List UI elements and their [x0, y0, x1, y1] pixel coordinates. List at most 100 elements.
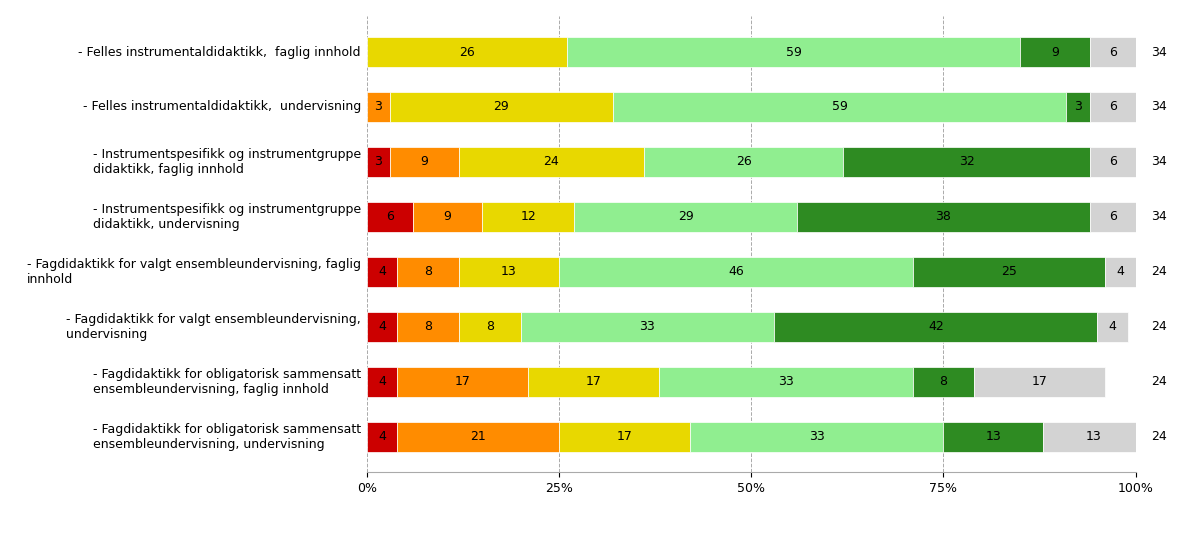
Bar: [644, 147, 843, 177]
Bar: [1067, 92, 1090, 122]
Text: 8: 8: [425, 266, 432, 279]
Text: 4: 4: [1117, 266, 1124, 279]
Text: 4: 4: [379, 266, 386, 279]
Text: 34: 34: [1151, 46, 1166, 59]
Text: 9: 9: [444, 210, 452, 223]
Text: 6: 6: [1108, 46, 1117, 59]
Text: 59: 59: [832, 100, 847, 113]
Text: 33: 33: [809, 430, 825, 443]
Text: 38: 38: [936, 210, 951, 223]
Bar: [367, 37, 567, 67]
Text: 3: 3: [374, 155, 382, 168]
Bar: [1090, 92, 1136, 122]
Text: 6: 6: [386, 210, 394, 223]
Bar: [690, 421, 944, 452]
Bar: [367, 257, 397, 287]
Bar: [521, 312, 774, 342]
Text: 24: 24: [1151, 430, 1166, 443]
Bar: [397, 312, 459, 342]
Bar: [613, 92, 1067, 122]
Text: 46: 46: [728, 266, 744, 279]
Bar: [367, 202, 413, 232]
Text: 34: 34: [1151, 210, 1166, 223]
Text: 3: 3: [374, 100, 382, 113]
Text: 24: 24: [1151, 375, 1166, 388]
Text: 33: 33: [640, 320, 655, 333]
Text: 8: 8: [425, 320, 432, 333]
Bar: [1105, 257, 1136, 287]
Bar: [397, 367, 528, 397]
Text: - Fagdidaktikk for obligatorisk sammensatt
ensembleundervisning, faglig innhold: - Fagdidaktikk for obligatorisk sammensa…: [92, 368, 361, 396]
Text: 12: 12: [521, 210, 536, 223]
Bar: [558, 421, 690, 452]
Text: 34: 34: [1151, 155, 1166, 168]
Text: 21: 21: [471, 430, 486, 443]
Text: 24: 24: [1151, 320, 1166, 333]
Text: - Fagdidaktikk for valgt ensembleundervisning, faglig
innhold: - Fagdidaktikk for valgt ensembleundervi…: [27, 258, 361, 286]
Text: - Fagdidaktikk for obligatorisk sammensatt
ensembleundervisning, undervisning: - Fagdidaktikk for obligatorisk sammensa…: [92, 422, 361, 451]
Bar: [389, 92, 613, 122]
Bar: [1043, 421, 1143, 452]
Text: 3: 3: [1074, 100, 1082, 113]
Text: - Felles instrumentaldidaktikk,  undervisning: - Felles instrumentaldidaktikk, undervis…: [83, 100, 361, 113]
Bar: [558, 257, 913, 287]
Text: 26: 26: [736, 155, 751, 168]
Text: 24: 24: [1151, 266, 1166, 279]
Text: 13: 13: [502, 266, 517, 279]
Bar: [459, 147, 644, 177]
Bar: [528, 367, 659, 397]
Bar: [774, 312, 1098, 342]
Text: 4: 4: [379, 320, 386, 333]
Text: 4: 4: [1108, 320, 1117, 333]
Text: - Fagdidaktikk for valgt ensembleundervisning,
undervisning: - Fagdidaktikk for valgt ensembleundervi…: [66, 313, 361, 341]
Bar: [975, 367, 1105, 397]
Bar: [913, 257, 1105, 287]
Text: 6: 6: [1108, 155, 1117, 168]
Text: - Instrumentspesifikk og instrumentgruppe
didaktikk, undervisning: - Instrumentspesifikk og instrumentgrupp…: [92, 203, 361, 231]
Text: 29: 29: [678, 210, 693, 223]
Bar: [797, 202, 1090, 232]
Text: 17: 17: [616, 430, 632, 443]
Bar: [843, 147, 1090, 177]
Bar: [1090, 37, 1136, 67]
Text: - Instrumentspesifikk og instrumentgruppe
didaktikk, faglig innhold: - Instrumentspesifikk og instrumentgrupp…: [92, 148, 361, 176]
Text: 17: 17: [586, 375, 601, 388]
Bar: [575, 202, 797, 232]
Bar: [367, 147, 389, 177]
Bar: [397, 421, 558, 452]
Bar: [459, 312, 521, 342]
Bar: [1020, 37, 1090, 67]
Text: 17: 17: [1032, 375, 1047, 388]
Text: - Felles instrumentaldidaktikk,  faglig innhold: - Felles instrumentaldidaktikk, faglig i…: [78, 46, 361, 59]
Text: 6: 6: [1108, 100, 1117, 113]
Bar: [483, 202, 575, 232]
Bar: [1090, 202, 1136, 232]
Text: 24: 24: [543, 155, 560, 168]
Text: 25: 25: [1001, 266, 1016, 279]
Bar: [367, 421, 397, 452]
Bar: [367, 92, 389, 122]
Text: 13: 13: [1086, 430, 1101, 443]
Text: 13: 13: [985, 430, 1001, 443]
Bar: [389, 147, 459, 177]
Bar: [567, 37, 1020, 67]
Bar: [659, 367, 913, 397]
Bar: [1090, 147, 1136, 177]
Bar: [944, 421, 1043, 452]
Text: 8: 8: [486, 320, 493, 333]
Text: 8: 8: [939, 375, 948, 388]
Text: 33: 33: [778, 375, 794, 388]
Bar: [1098, 312, 1129, 342]
Text: 9: 9: [420, 155, 428, 168]
Text: 42: 42: [927, 320, 944, 333]
Text: 17: 17: [455, 375, 471, 388]
Text: 59: 59: [786, 46, 801, 59]
Text: 4: 4: [379, 430, 386, 443]
Bar: [459, 257, 558, 287]
Text: 26: 26: [459, 46, 474, 59]
Bar: [367, 367, 397, 397]
Bar: [397, 257, 459, 287]
Bar: [367, 312, 397, 342]
Text: 4: 4: [379, 375, 386, 388]
Bar: [413, 202, 483, 232]
